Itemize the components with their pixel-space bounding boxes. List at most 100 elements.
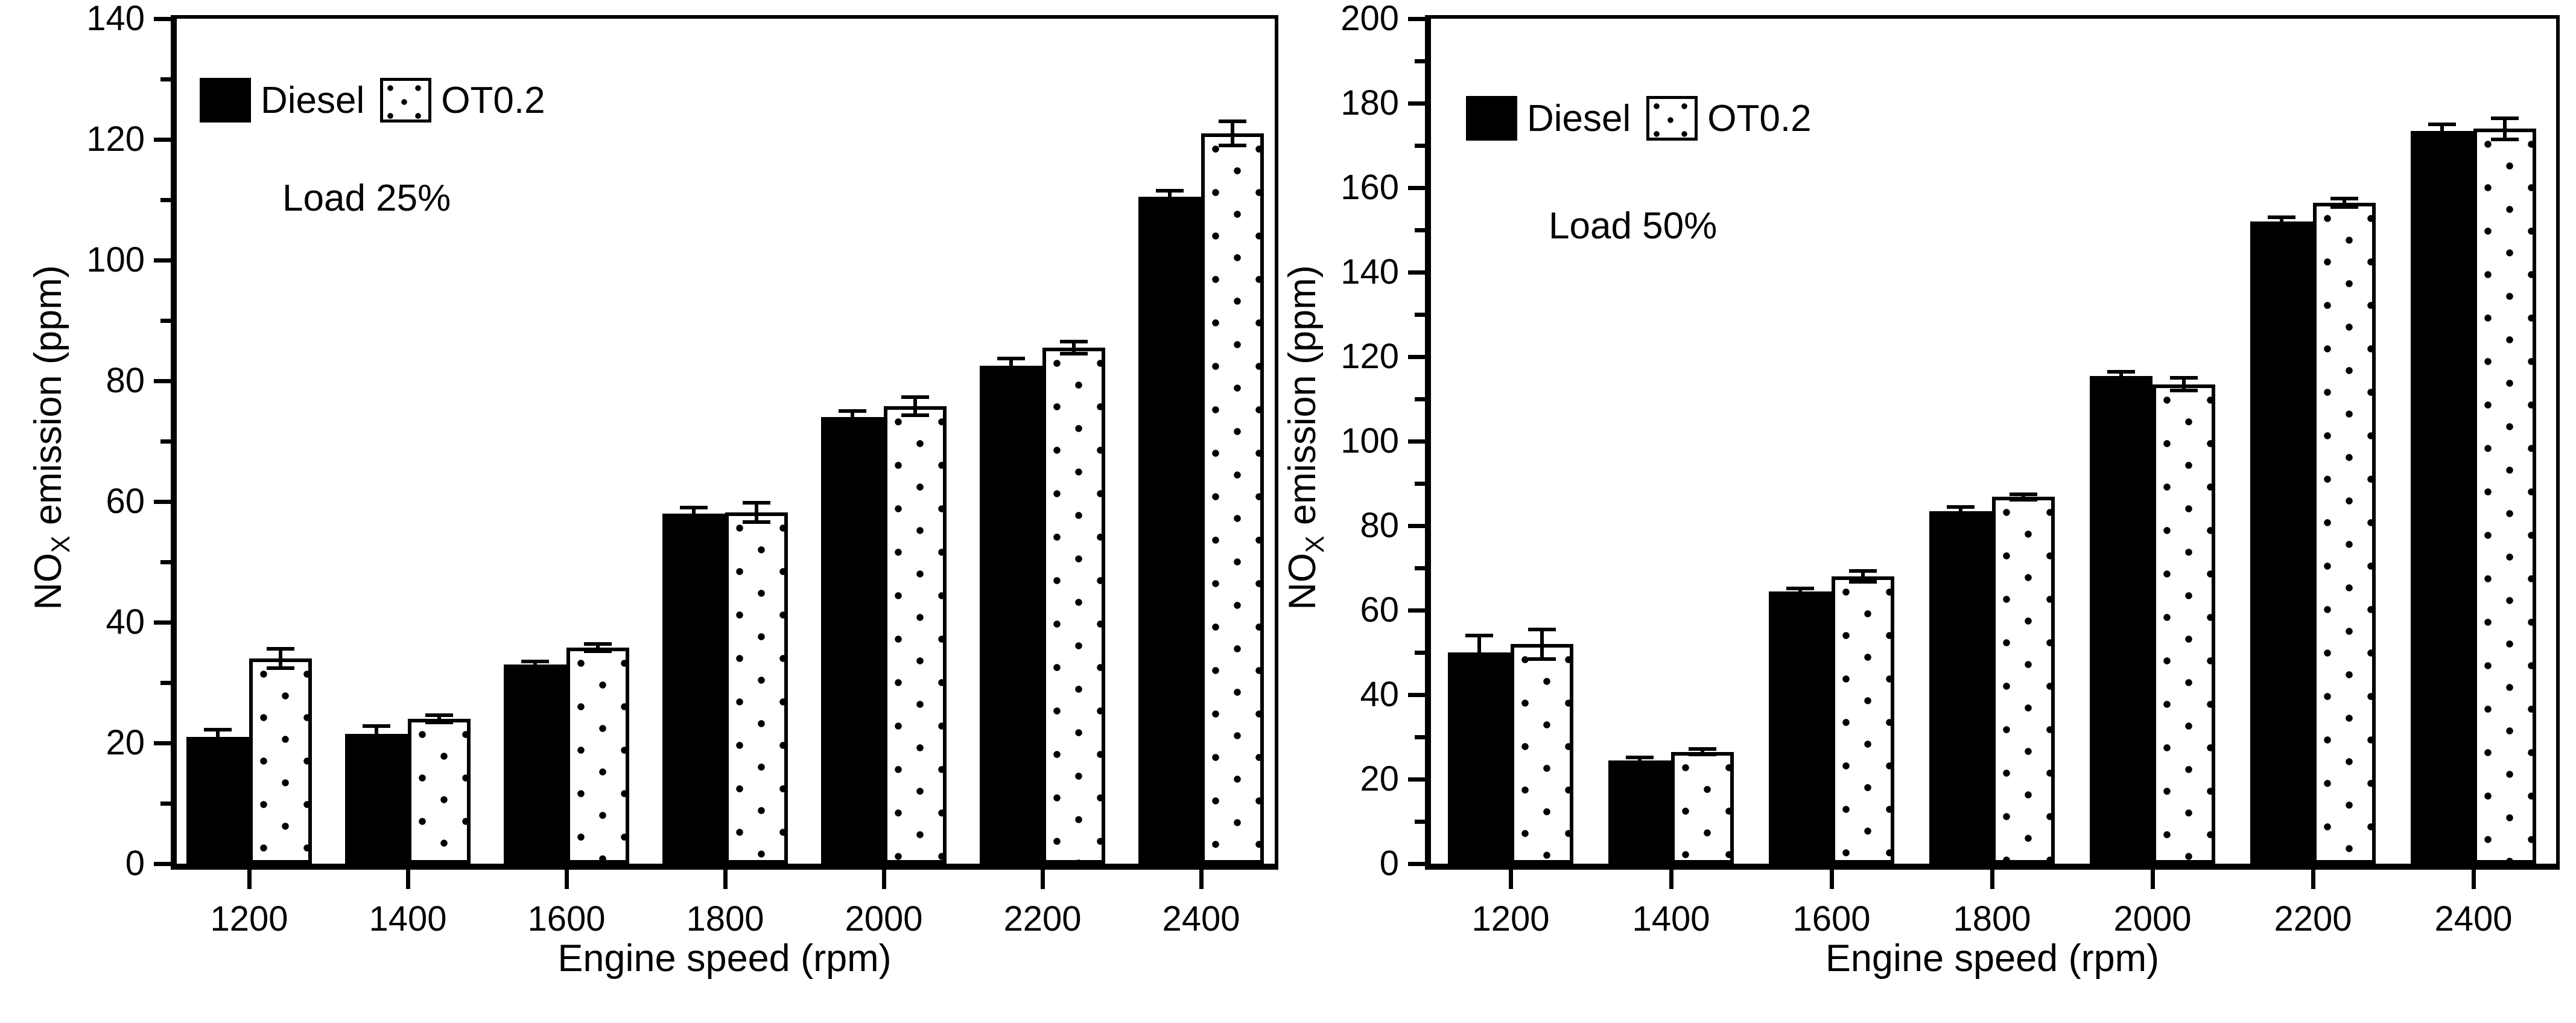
bar-diesel-2400 xyxy=(2411,130,2473,864)
legend: Diesel OT0.2 xyxy=(1466,96,1812,141)
y-minor-tick xyxy=(1415,312,1425,317)
legend-label-diesel: Diesel xyxy=(261,79,365,121)
y-major-tick xyxy=(154,861,171,866)
x-axis-title: Engine speed (rpm) xyxy=(557,937,892,980)
error-bar-cap xyxy=(267,666,294,670)
error-bar-line xyxy=(692,508,696,520)
error-bar-cap xyxy=(743,520,770,524)
y-axis-title-subscript: X xyxy=(46,535,75,553)
error-bar-cap xyxy=(680,506,708,509)
error-bar-cap xyxy=(2428,123,2456,126)
error-bar-cap xyxy=(1528,657,1556,661)
error-bar-cap xyxy=(2330,205,2358,209)
error-bar-cap xyxy=(1786,591,1814,596)
error-bar-cap xyxy=(2107,369,2135,374)
x-tick xyxy=(2471,870,2476,889)
error-bar-line xyxy=(1477,636,1481,669)
bar-ot02-2400 xyxy=(1201,133,1264,864)
bar-ot02-1200 xyxy=(1511,644,1573,864)
bar-ot02-1600 xyxy=(1832,576,1894,864)
error-bar-line xyxy=(1798,588,1802,594)
error-bar-cap xyxy=(1219,120,1246,123)
error-bar-cap xyxy=(2330,196,2358,200)
error-bar-line xyxy=(437,715,441,722)
error-bar-line xyxy=(2119,371,2123,380)
error-bar-cap xyxy=(2491,137,2519,141)
error-bar-line xyxy=(216,730,220,744)
error-bar-cap xyxy=(1626,756,1654,760)
error-bar-line xyxy=(2503,118,2507,139)
legend-swatch-ot02 xyxy=(380,78,432,123)
error-bar-cap xyxy=(1947,505,1975,509)
error-bar-cap xyxy=(584,642,612,646)
y-major-tick xyxy=(154,499,171,504)
error-bar-cap xyxy=(1219,144,1246,147)
error-bar-line xyxy=(755,503,758,522)
x-tick-label: 1200 xyxy=(210,899,288,939)
error-bar-cap xyxy=(1465,668,1493,671)
x-tick xyxy=(564,870,569,889)
x-tick xyxy=(405,870,410,889)
error-bar-cap xyxy=(1689,747,1716,751)
error-bar-line xyxy=(279,649,282,668)
x-tick-label: 1400 xyxy=(1632,899,1710,939)
error-bar-line xyxy=(2022,494,2025,500)
error-bar-line xyxy=(2182,378,2186,390)
y-tick-label: 140 xyxy=(1340,252,1399,292)
y-tick-label: 40 xyxy=(106,602,145,642)
error-bar-cap xyxy=(204,728,232,731)
chart-load-50: NOX emission (ppm) Diesel OT0.2 Load 50%… xyxy=(1281,0,2576,1023)
y-major-tick xyxy=(154,137,171,142)
error-bar-cap xyxy=(2107,378,2135,382)
error-bar-cap xyxy=(839,421,866,425)
bar-diesel-2400 xyxy=(1138,197,1201,864)
error-bar-line xyxy=(851,411,854,423)
y-tick-label: 20 xyxy=(106,723,145,762)
error-bar-line xyxy=(2343,198,2346,207)
y-minor-tick xyxy=(1415,650,1425,655)
y-tick-label: 60 xyxy=(1360,590,1399,629)
y-major-tick xyxy=(1408,692,1425,697)
error-bar-cap xyxy=(425,721,453,724)
error-bar-cap xyxy=(2010,492,2037,497)
chart-load-25: NOX emission (ppm) Diesel OT0.2 Load 25%… xyxy=(27,0,1278,980)
load-annotation: Load 50% xyxy=(1549,205,1718,247)
error-bar-line xyxy=(1861,570,1865,582)
y-tick-label: 0 xyxy=(125,844,145,883)
error-bar-cap xyxy=(1060,352,1088,355)
error-bar-cap xyxy=(743,501,770,505)
bar-ot02-2000 xyxy=(884,406,947,864)
x-tick xyxy=(1990,870,1994,889)
bar-diesel-1800 xyxy=(1929,511,1992,864)
y-minor-tick xyxy=(160,77,171,81)
x-tick xyxy=(1829,870,1834,889)
legend-swatch-diesel xyxy=(200,78,251,123)
error-bar-cap xyxy=(2491,116,2519,120)
y-major-tick xyxy=(1408,354,1425,359)
x-tick-label: 1200 xyxy=(1471,899,1550,939)
error-bar-cap xyxy=(680,518,708,521)
error-bar-line xyxy=(596,644,600,651)
error-bar-line xyxy=(2280,217,2283,226)
y-minor-tick xyxy=(1415,397,1425,401)
error-bar-cap xyxy=(521,666,549,669)
bar-diesel-2000 xyxy=(821,417,884,864)
error-bar-cap xyxy=(901,395,929,399)
error-bar-cap xyxy=(901,413,929,417)
y-major-tick xyxy=(154,741,171,745)
error-bar-line xyxy=(913,397,917,415)
legend-swatch-ot02 xyxy=(1646,96,1698,141)
y-tick-label: 140 xyxy=(86,0,145,38)
error-bar-cap xyxy=(1528,627,1556,631)
y-minor-tick xyxy=(160,197,171,202)
x-tick-label: 2000 xyxy=(2113,899,2192,939)
y-axis-title-base: NO xyxy=(27,553,70,610)
y-tick-label: 80 xyxy=(106,361,145,400)
error-bar-cap xyxy=(363,740,390,744)
legend-swatch-diesel xyxy=(1466,96,1517,141)
y-major-tick xyxy=(1408,16,1425,21)
bar-ot02-1600 xyxy=(566,648,629,864)
x-axis-title: Engine speed (rpm) xyxy=(1825,937,2160,980)
y-axis-title-rest: emission (ppm) xyxy=(1281,265,1324,536)
bar-ot02-2200 xyxy=(2313,202,2376,864)
